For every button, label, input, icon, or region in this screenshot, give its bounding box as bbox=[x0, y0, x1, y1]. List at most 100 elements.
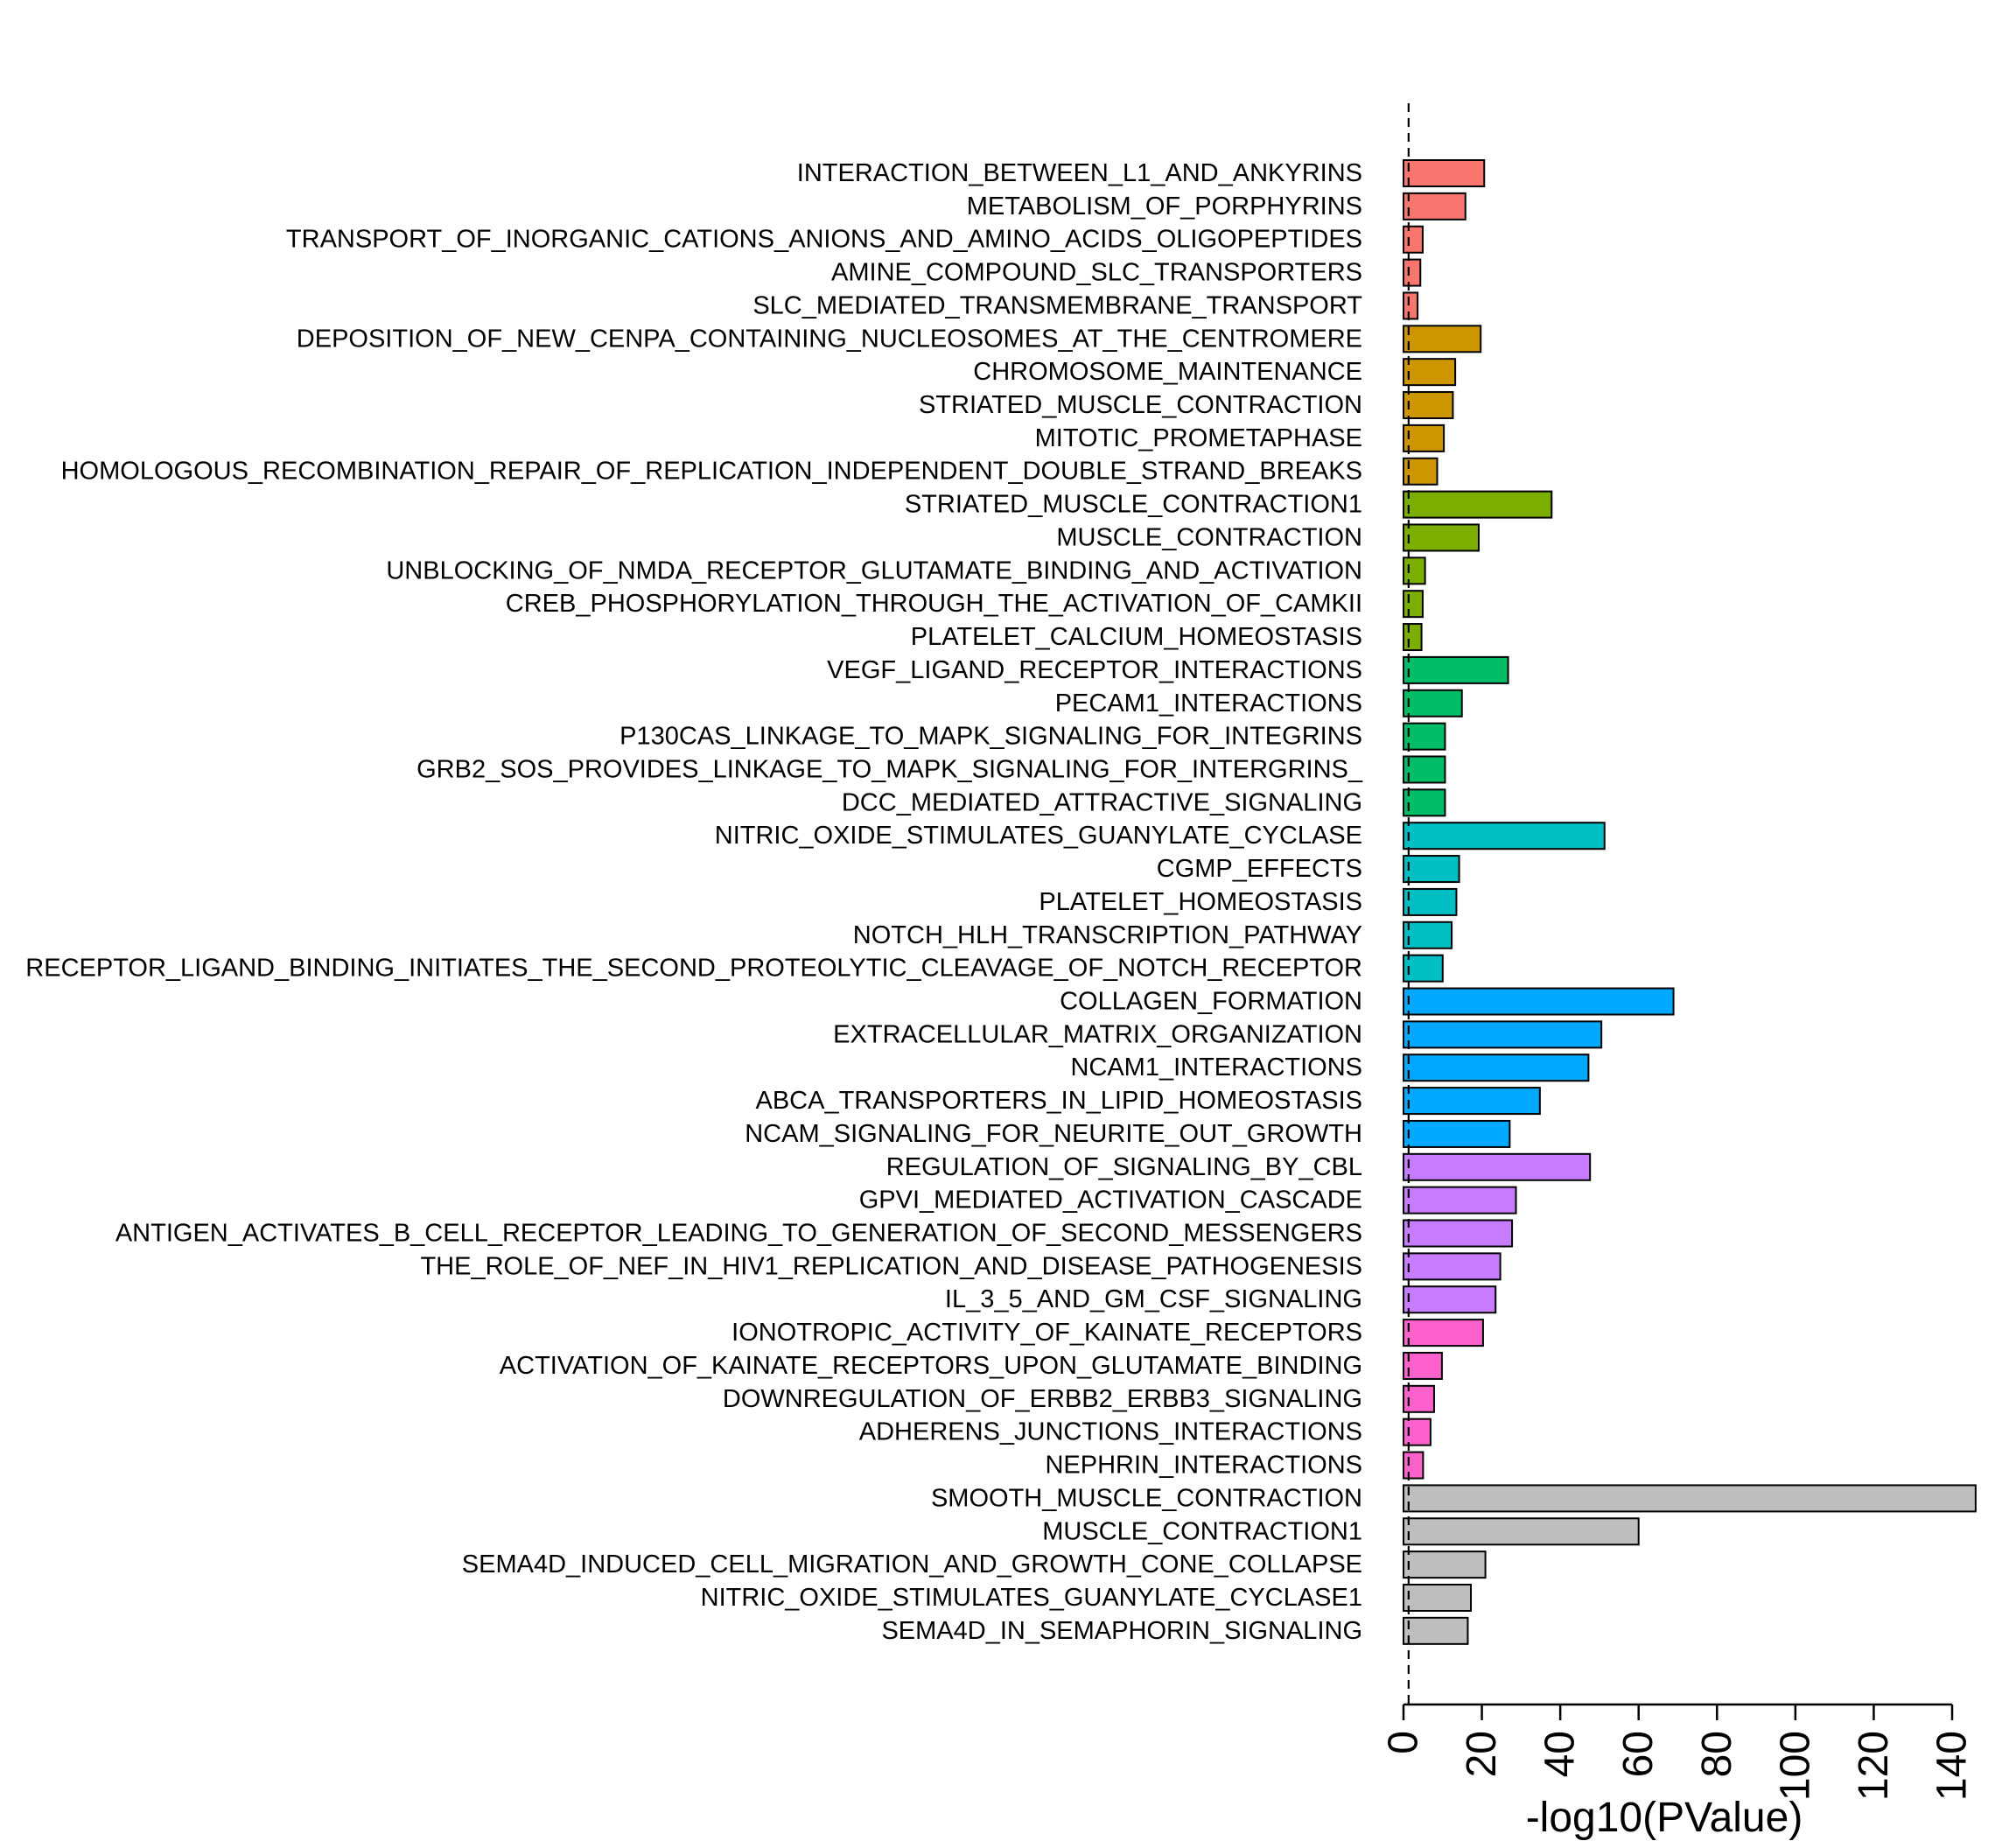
bar bbox=[1403, 722, 1446, 751]
category-label: COLLAGEN_FORMATION bbox=[1060, 988, 1362, 1016]
category-label: DEPOSITION_OF_NEW_CENPA_CONTAINING_NUCLE… bbox=[297, 325, 1362, 353]
bar bbox=[1403, 291, 1419, 320]
x-tick-label: 80 bbox=[1694, 1731, 1740, 1777]
bar bbox=[1403, 1351, 1443, 1380]
bar bbox=[1403, 1054, 1590, 1082]
category-label: NITRIC_OXIDE_STIMULATES_GUANYLATE_CYCLAS… bbox=[715, 822, 1362, 850]
x-tick-label: 20 bbox=[1459, 1731, 1505, 1777]
category-label: DCC_MEDIATED_ATTRACTIVE_SIGNALING bbox=[842, 788, 1362, 816]
category-label: STRIATED_MUSCLE_CONTRACTION1 bbox=[905, 491, 1362, 519]
bar bbox=[1403, 855, 1460, 884]
x-axis-title: -log10(PValue) bbox=[1526, 1795, 1803, 1841]
category-label: INTERACTION_BETWEEN_L1_AND_ANKYRINS bbox=[797, 159, 1362, 187]
bar bbox=[1403, 1020, 1603, 1049]
bar bbox=[1403, 954, 1444, 983]
category-label: VEGF_LIGAND_RECEPTOR_INTERACTIONS bbox=[827, 656, 1362, 684]
category-label: UNBLOCKING_OF_NMDA_RECEPTOR_GLUTAMATE_BI… bbox=[386, 556, 1362, 584]
category-label: MITOTIC_PROMETAPHASE bbox=[1035, 424, 1362, 452]
category-label: SEMA4D_IN_SEMAPHORIN_SIGNALING bbox=[881, 1617, 1362, 1645]
category-label: EXTRACELLULAR_MATRIX_ORGANIZATION bbox=[833, 1020, 1362, 1048]
bar bbox=[1403, 920, 1453, 949]
category-label: THE_ROLE_OF_NEF_IN_HIV1_REPLICATION_AND_… bbox=[420, 1252, 1362, 1280]
category-label: SLC_MEDIATED_TRANSMEMBRANE_TRANSPORT bbox=[752, 291, 1362, 319]
category-label: METABOLISM_OF_PORPHYRINS bbox=[967, 192, 1362, 220]
category-label: AMINE_COMPOUND_SLC_TRANSPORTERS bbox=[831, 259, 1362, 287]
category-label: HOMOLOGOUS_RECOMBINATION_REPAIR_OF_REPLI… bbox=[61, 458, 1362, 486]
bar bbox=[1403, 1550, 1487, 1579]
category-label: REGULATION_OF_SIGNALING_BY_CBL bbox=[886, 1153, 1362, 1181]
bars-layer bbox=[1403, 159, 1977, 1645]
category-label: PLATELET_CALCIUM_HOMEOSTASIS bbox=[911, 623, 1362, 651]
category-label: NCAM_SIGNALING_FOR_NEURITE_OUT_GROWTH bbox=[745, 1120, 1362, 1148]
bar bbox=[1403, 1285, 1497, 1314]
bar bbox=[1403, 689, 1463, 718]
category-label: NOTCH_HLH_TRANSCRIPTION_PATHWAY bbox=[853, 921, 1362, 949]
category-label: MUSCLE_CONTRACTION bbox=[1056, 523, 1362, 551]
category-label: STRIATED_MUSCLE_CONTRACTION bbox=[919, 391, 1362, 419]
category-label: TRANSPORT_OF_INORGANIC_CATIONS_ANIONS_AN… bbox=[286, 226, 1362, 254]
bar bbox=[1403, 1186, 1517, 1214]
category-label: ANTIGEN_ACTIVATES_B_CELL_RECEPTOR_LEADIN… bbox=[116, 1220, 1362, 1248]
bar bbox=[1403, 1119, 1511, 1148]
x-tick-label: 40 bbox=[1537, 1731, 1584, 1777]
bar bbox=[1403, 523, 1480, 552]
category-label: SMOOTH_MUSCLE_CONTRACTION bbox=[931, 1484, 1362, 1512]
category-label: RECEPTOR_LIGAND_BINDING_INITIATES_THE_SE… bbox=[25, 955, 1362, 983]
category-label: NITRIC_OXIDE_STIMULATES_GUANYLATE_CYCLAS… bbox=[701, 1584, 1362, 1612]
category-label: IONOTROPIC_ACTIVITY_OF_KAINATE_RECEPTORS bbox=[732, 1319, 1362, 1347]
bar bbox=[1403, 822, 1606, 850]
bar bbox=[1403, 755, 1446, 784]
x-tick-label: 140 bbox=[1929, 1731, 1976, 1801]
x-axis: 0 20 40 60 80 100 120 140 bbox=[1381, 1703, 1976, 1801]
bar bbox=[1403, 424, 1446, 452]
bar bbox=[1403, 1451, 1424, 1480]
bar bbox=[1403, 623, 1423, 652]
category-label: ACTIVATION_OF_KAINATE_RECEPTORS_UPON_GLU… bbox=[500, 1352, 1362, 1380]
category-label: PLATELET_HOMEOSTASIS bbox=[1039, 888, 1362, 916]
bar bbox=[1403, 1319, 1484, 1348]
category-label: P130CAS_LINKAGE_TO_MAPK_SIGNALING_FOR_IN… bbox=[620, 723, 1362, 751]
category-label: PECAM1_INTERACTIONS bbox=[1055, 690, 1362, 718]
x-tick-label: 60 bbox=[1615, 1731, 1662, 1777]
bar bbox=[1403, 1219, 1514, 1248]
bar bbox=[1403, 1152, 1592, 1181]
category-label: IL_3_5_AND_GM_CSF_SIGNALING bbox=[945, 1285, 1362, 1313]
bar bbox=[1403, 1087, 1541, 1116]
category-label: NCAM1_INTERACTIONS bbox=[1070, 1054, 1362, 1082]
x-tick-label: 120 bbox=[1851, 1731, 1897, 1801]
bar bbox=[1403, 1418, 1432, 1446]
bar bbox=[1403, 590, 1424, 619]
bar bbox=[1403, 490, 1553, 519]
category-labels: INTERACTION_BETWEEN_L1_AND_ANKYRINS METAB… bbox=[25, 159, 1363, 1645]
bar bbox=[1403, 556, 1426, 585]
category-label: CHROMOSOME_MAINTENANCE bbox=[973, 358, 1362, 386]
bar bbox=[1403, 258, 1422, 287]
bar bbox=[1403, 1616, 1469, 1645]
bar bbox=[1403, 1484, 1977, 1513]
bar bbox=[1403, 325, 1482, 354]
category-label: NEPHRIN_INTERACTIONS bbox=[1045, 1452, 1362, 1480]
bar bbox=[1403, 788, 1446, 817]
category-label: GRB2_SOS_PROVIDES_LINKAGE_TO_MAPK_SIGNAL… bbox=[416, 755, 1363, 783]
x-tick-label: 0 bbox=[1381, 1731, 1427, 1754]
bar bbox=[1403, 159, 1486, 187]
bar bbox=[1403, 887, 1458, 916]
bar bbox=[1403, 358, 1457, 387]
category-label: MUSCLE_CONTRACTION1 bbox=[1042, 1517, 1362, 1545]
bar bbox=[1403, 225, 1424, 254]
category-label: ADHERENS_JUNCTIONS_INTERACTIONS bbox=[859, 1418, 1362, 1446]
bar bbox=[1403, 391, 1454, 420]
category-label: DOWNREGULATION_OF_ERBB2_ERBB3_SIGNALING bbox=[723, 1385, 1362, 1413]
x-tick-label: 100 bbox=[1772, 1731, 1818, 1801]
category-label: ABCA_TRANSPORTERS_IN_LIPID_HOMEOSTASIS bbox=[755, 1087, 1362, 1115]
category-label: CGMP_EFFECTS bbox=[1157, 855, 1362, 883]
category-label: SEMA4D_INDUCED_CELL_MIGRATION_AND_GROWTH… bbox=[462, 1550, 1362, 1578]
bar bbox=[1403, 1583, 1473, 1612]
bar bbox=[1403, 987, 1675, 1016]
bar bbox=[1403, 1252, 1502, 1281]
bar bbox=[1403, 1517, 1640, 1546]
bar bbox=[1403, 192, 1466, 220]
category-label: GPVI_MEDIATED_ACTIVATION_CASCADE bbox=[859, 1186, 1362, 1214]
bar bbox=[1403, 655, 1509, 684]
